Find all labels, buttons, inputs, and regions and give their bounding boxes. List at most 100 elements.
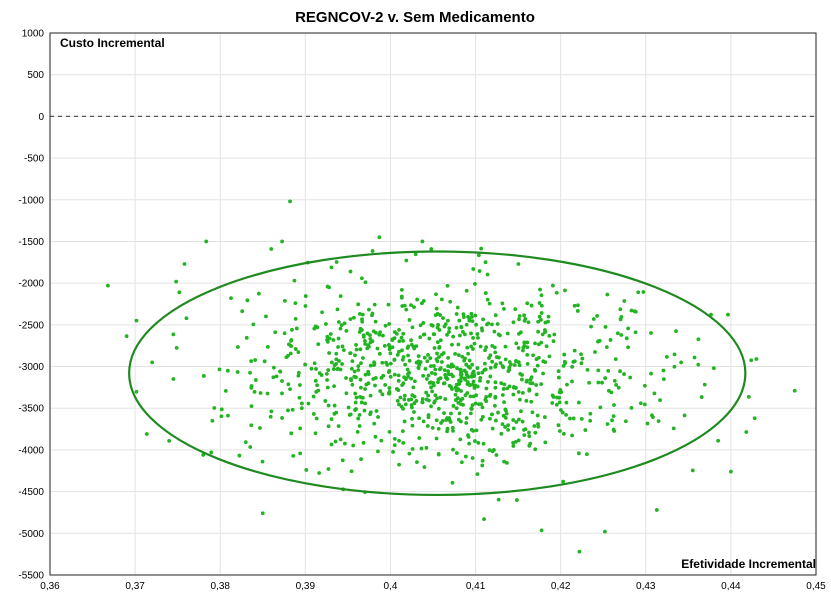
data-point: [618, 369, 622, 374]
data-point: [536, 319, 540, 324]
data-point: [432, 346, 437, 350]
data-point: [413, 379, 417, 384]
data-point: [623, 419, 628, 424]
data-point: [512, 384, 516, 389]
data-point: [539, 318, 543, 322]
data-point: [610, 418, 614, 423]
data-point: [265, 344, 270, 349]
data-point: [174, 345, 179, 350]
data-point: [494, 355, 499, 360]
data-point: [539, 528, 544, 533]
data-point: [534, 392, 539, 397]
data-point: [352, 369, 357, 374]
data-point: [438, 313, 443, 317]
y-tick-label: 0: [38, 112, 44, 123]
data-point: [373, 319, 378, 324]
data-point: [511, 440, 515, 445]
data-point: [476, 335, 480, 340]
data-point: [541, 371, 545, 376]
data-point: [436, 380, 440, 385]
data-point: [595, 314, 600, 318]
data-point: [409, 376, 414, 381]
data-point: [356, 368, 361, 372]
data-point-outlier: [377, 235, 382, 240]
data-point: [455, 366, 459, 371]
data-point: [406, 374, 410, 379]
data-point: [395, 398, 400, 403]
data-point: [488, 392, 493, 397]
data-point: [397, 462, 401, 467]
data-point: [513, 307, 518, 312]
data-point: [421, 419, 426, 424]
data-point: [517, 417, 521, 422]
data-point: [547, 333, 552, 338]
data-point: [459, 325, 464, 329]
data-point: [392, 437, 397, 441]
data-point: [502, 400, 506, 405]
data-point: [432, 400, 437, 405]
data-point: [434, 418, 439, 423]
data-point: [328, 332, 333, 336]
data-point: [421, 373, 426, 378]
data-point: [289, 431, 294, 436]
data-point: [480, 328, 485, 333]
data-point: [446, 369, 450, 373]
data-point: [280, 391, 284, 396]
data-point: [605, 292, 610, 297]
data-point: [370, 249, 375, 253]
data-point: [410, 423, 415, 428]
data-point: [499, 431, 504, 436]
data-point: [517, 317, 521, 322]
data-point-outlier: [711, 366, 716, 371]
data-point: [341, 348, 346, 353]
scatter-points: [105, 199, 797, 554]
data-point: [527, 430, 531, 435]
data-point: [699, 395, 704, 399]
data-point: [359, 385, 363, 390]
data-point: [406, 398, 411, 402]
data-point: [353, 353, 357, 358]
data-point: [235, 370, 240, 374]
data-point: [360, 328, 364, 332]
data-point: [340, 458, 345, 463]
y-tick-label: -1000: [18, 195, 44, 206]
data-point: [373, 383, 377, 388]
data-point: [399, 335, 404, 340]
data-point: [583, 428, 588, 432]
data-point: [523, 316, 528, 321]
data-point: [497, 333, 502, 338]
data-point: [360, 312, 365, 317]
data-point: [726, 312, 730, 317]
data-point-outlier: [288, 199, 292, 204]
data-point: [447, 416, 452, 420]
data-point: [286, 408, 290, 413]
data-point: [284, 355, 289, 360]
data-point: [320, 310, 324, 315]
data-point: [394, 386, 399, 391]
data-point: [525, 345, 530, 350]
data-point: [201, 374, 206, 378]
y-tick-label: -4000: [18, 445, 44, 456]
data-point: [443, 397, 448, 401]
data-point: [564, 412, 568, 417]
data-point: [516, 438, 521, 443]
data-point: [563, 361, 568, 366]
data-point: [661, 377, 666, 382]
data-point: [487, 301, 492, 306]
data-point: [493, 385, 498, 390]
data-point: [466, 435, 471, 439]
y-tick-label: -1500: [18, 237, 44, 248]
data-point: [383, 383, 388, 387]
data-point: [256, 291, 261, 296]
data-point: [411, 385, 416, 390]
data-point: [217, 367, 222, 372]
data-point: [335, 307, 340, 312]
data-point: [616, 385, 621, 390]
data-point: [249, 359, 254, 364]
data-point: [296, 350, 301, 355]
data-point: [571, 360, 576, 364]
data-point: [363, 387, 367, 391]
data-point: [429, 323, 434, 327]
data-point: [424, 445, 429, 450]
data-point: [333, 439, 338, 444]
